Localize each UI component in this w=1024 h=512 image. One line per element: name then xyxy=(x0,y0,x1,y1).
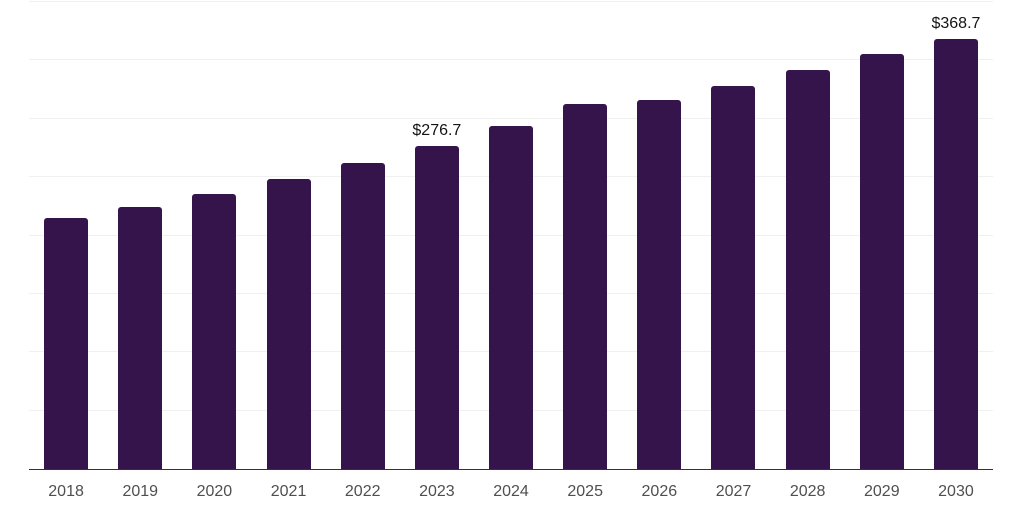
bar-slot-2028 xyxy=(771,2,845,469)
bar-2020[interactable] xyxy=(192,194,237,469)
gridline-350 xyxy=(29,59,993,61)
x-tick-2020: 2020 xyxy=(196,483,233,500)
x-tick-2023: 2023 xyxy=(419,483,455,500)
bar-2019[interactable] xyxy=(118,207,163,469)
x-axis-labels: 2018 2019 2020 2021 2022 2023 2024 2025 2026 2027… xyxy=(29,482,993,502)
bar-2029[interactable] xyxy=(859,53,904,469)
bar-slot-2019 xyxy=(103,2,177,469)
x-tick-2018: 2018 xyxy=(48,483,84,500)
bar-2024[interactable] xyxy=(489,125,534,469)
x-tick-2027: 2027 xyxy=(715,483,752,500)
x-tick-2021: 2021 xyxy=(270,483,307,500)
x-tick-2022: 2022 xyxy=(344,483,381,500)
x-tick-2024: 2024 xyxy=(493,483,529,500)
bar-value-label-2023: $276.7 xyxy=(412,121,462,139)
bar-2021[interactable] xyxy=(266,179,311,469)
bar-2023[interactable] xyxy=(414,145,459,469)
bar-2026[interactable] xyxy=(637,99,682,469)
gridline-300 xyxy=(29,117,993,119)
gridline-400 xyxy=(29,1,993,2)
bar-slot-2025 xyxy=(548,2,622,469)
x-tick-2025: 2025 xyxy=(567,483,603,500)
bar-slot-2021 xyxy=(251,2,325,469)
x-tick-2029: 2029 xyxy=(864,483,900,500)
x-tick-2026: 2026 xyxy=(641,483,678,500)
bar-2028[interactable] xyxy=(785,70,830,469)
bar-2022[interactable] xyxy=(340,163,385,469)
bar-value-label-2030: $368.7 xyxy=(931,14,981,32)
x-tick-2030: 2030 xyxy=(938,483,974,500)
bar-slot-2020 xyxy=(177,2,251,469)
bar-slot-2026 xyxy=(622,2,696,469)
bar-2018[interactable] xyxy=(44,218,89,469)
bar-2030[interactable] xyxy=(933,38,978,469)
bar-slot-2030: $368.7 xyxy=(919,2,993,469)
x-tick-2028: 2028 xyxy=(789,483,826,500)
bar-slot-2023: $276.7 xyxy=(400,2,474,469)
bar-slot-2018 xyxy=(29,2,103,469)
bar-2025[interactable] xyxy=(563,104,608,469)
bar-slot-2022 xyxy=(326,2,400,469)
bar-slot-2029 xyxy=(845,2,919,469)
bar-slot-2024 xyxy=(474,2,548,469)
bars-container: $276.7 $368.7 xyxy=(29,2,993,469)
plot-area: $276.7 $368.7 xyxy=(29,1,993,470)
x-tick-2019: 2019 xyxy=(122,483,159,500)
bar-2027[interactable] xyxy=(711,86,756,469)
bar-slot-2027 xyxy=(696,2,770,469)
